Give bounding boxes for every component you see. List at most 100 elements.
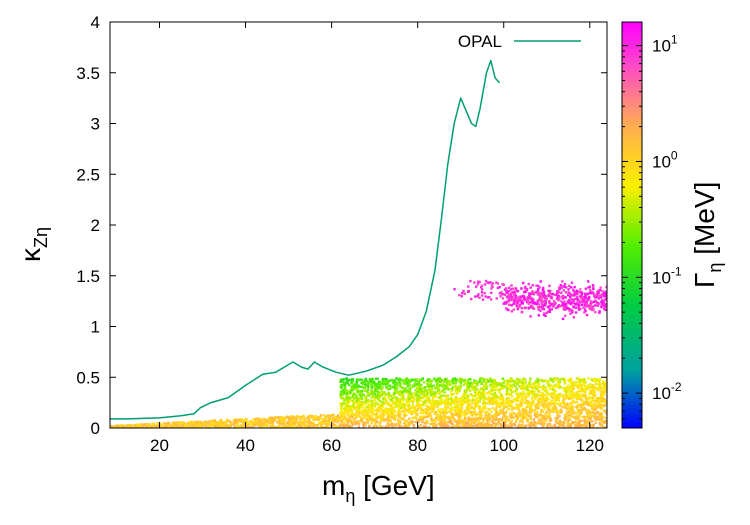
scatter-point <box>515 413 519 416</box>
scatter-point <box>542 292 546 295</box>
scatter-point <box>514 299 518 302</box>
scatter-point <box>459 385 463 388</box>
scatter-point <box>604 290 607 294</box>
scatter-point <box>343 402 347 405</box>
scatter-point <box>414 389 417 392</box>
y-axis-title-main: κ <box>15 247 46 262</box>
scatter-point <box>378 386 381 390</box>
scatter-point <box>490 394 494 397</box>
scatter-point <box>277 425 281 428</box>
scatter-point <box>381 401 385 405</box>
scatter-point <box>374 388 377 391</box>
scatter-point <box>148 423 152 427</box>
scatter-point <box>477 280 480 283</box>
scatter-point <box>359 415 362 418</box>
scatter-point <box>469 279 472 283</box>
scatter-point <box>528 382 531 385</box>
scatter-point <box>562 304 565 308</box>
scatter-point <box>516 415 519 418</box>
scatter-point <box>533 408 536 412</box>
scatter-point <box>499 422 502 426</box>
scatter-point <box>393 418 397 422</box>
scatter-point <box>439 402 443 405</box>
scatter-point <box>463 415 467 419</box>
scatter-point <box>453 413 457 416</box>
scatter-point <box>584 294 587 298</box>
scatter-point <box>489 399 493 402</box>
scatter-point <box>505 300 509 303</box>
scatter-point <box>588 414 591 417</box>
scatter-point <box>222 426 225 428</box>
scatter-point <box>442 408 445 411</box>
scatter-point <box>477 422 480 425</box>
scatter-point <box>463 379 466 382</box>
scatter-point <box>351 378 355 381</box>
scatter-point <box>368 418 371 422</box>
scatter-point <box>450 420 453 423</box>
scatter-point <box>545 410 548 414</box>
scatter-point <box>546 383 550 387</box>
scatter-point <box>501 386 504 390</box>
scatter-point <box>336 414 340 417</box>
scatter-point <box>567 288 570 291</box>
scatter-point <box>463 401 467 404</box>
scatter-point <box>446 399 449 403</box>
scatter-point <box>427 385 430 388</box>
scatter-point <box>459 421 462 424</box>
scatter-point <box>497 413 500 416</box>
scatter-point <box>420 417 423 420</box>
scatter-point <box>518 305 521 309</box>
scatter-point <box>403 388 406 392</box>
scatter-point <box>245 418 248 421</box>
scatter-point <box>549 401 552 404</box>
scatter-point <box>599 407 603 410</box>
scatter-point <box>484 380 488 384</box>
scatter-point <box>561 295 564 299</box>
scatter-point <box>459 382 463 385</box>
scatter-point <box>575 391 578 394</box>
scatter-point <box>381 405 385 408</box>
scatter-point <box>592 285 595 289</box>
scatter-point <box>480 381 483 384</box>
scatter-point <box>532 292 536 296</box>
scatter-point <box>554 407 558 410</box>
scatter-point <box>326 426 329 428</box>
scatter-point <box>383 378 387 381</box>
scatter-point <box>399 385 402 389</box>
scatter-point <box>434 420 437 423</box>
scatter-point <box>599 295 602 298</box>
scatter-point <box>446 383 450 386</box>
scatter-point <box>375 410 379 413</box>
scatter-point <box>585 313 589 317</box>
scatter-point <box>417 425 421 428</box>
scatter-point <box>333 419 337 423</box>
scatter-point <box>537 308 540 311</box>
scatter-point <box>346 394 350 397</box>
scatter-point <box>514 397 518 401</box>
scatter-point <box>145 422 149 426</box>
scatter-point <box>605 412 607 416</box>
scatter-point <box>403 408 407 411</box>
scatter-point <box>604 382 607 385</box>
scatter-point <box>494 422 497 426</box>
scatter-point <box>407 395 410 398</box>
scatter-point <box>426 388 430 392</box>
scatter-point <box>556 296 559 299</box>
scatter-point <box>430 393 433 396</box>
scatter-point <box>583 384 586 388</box>
scatter-point <box>457 410 461 414</box>
scatter-point <box>574 411 578 414</box>
scatter-point <box>474 393 478 396</box>
scatter-point <box>577 410 580 413</box>
scatter-point <box>561 317 565 320</box>
scatter-point <box>476 401 479 405</box>
scatter-point <box>442 422 445 425</box>
scatter-point <box>407 421 410 425</box>
scatter-point <box>496 396 499 400</box>
scatter-point <box>124 425 128 428</box>
scatter-point <box>319 425 323 428</box>
scatter-point <box>328 417 331 421</box>
scatter-point <box>472 386 476 390</box>
scatter-point <box>371 402 374 405</box>
scatter-point <box>510 404 513 408</box>
